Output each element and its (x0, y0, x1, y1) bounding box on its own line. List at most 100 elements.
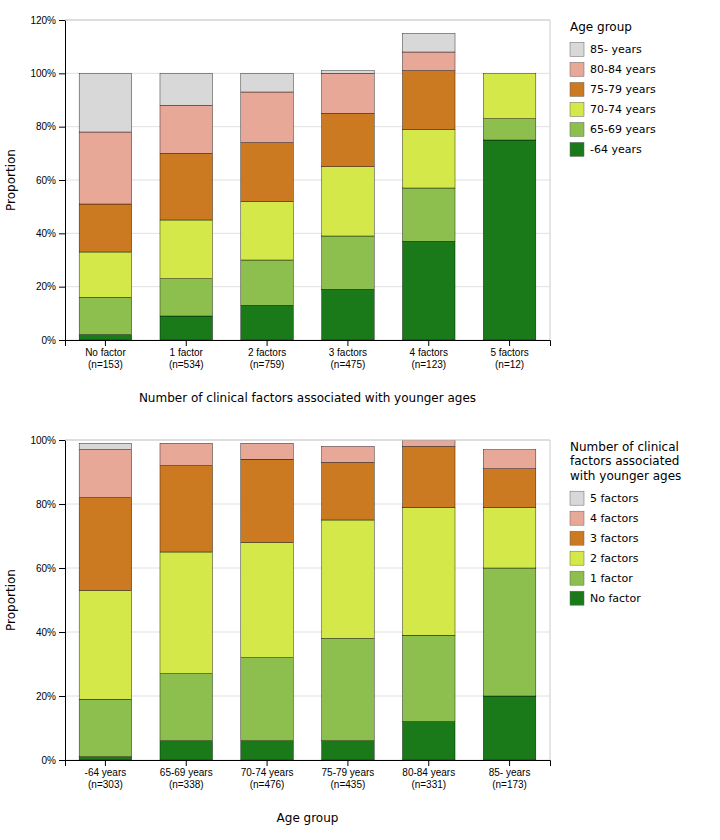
y-tick: 100% (30, 68, 65, 79)
legend-label: 85- years (590, 43, 642, 56)
x-tick: 1 factor(n=534) (169, 340, 204, 370)
bar-segment (322, 167, 375, 236)
series-0 (79, 696, 536, 760)
grid-line (65, 126, 550, 127)
x-tick-mark (186, 340, 187, 346)
legend-swatch (570, 122, 584, 136)
y-tick-label: 120% (30, 15, 56, 26)
legend-label: 1 factor (590, 572, 633, 585)
text-line: (n=475) (331, 359, 366, 370)
grid-line (65, 504, 550, 505)
bar-segment (402, 33, 455, 52)
x-tick-label: 1 factor(n=534) (169, 347, 204, 370)
y-axis-title: Proportion (4, 149, 18, 211)
text-line: (n=123) (411, 359, 446, 370)
text-line: No factor (85, 347, 126, 358)
legend: Number of clinicalfactors associatedwith… (570, 440, 681, 605)
text-line: 2 factors (248, 347, 286, 358)
bar-segment (79, 498, 132, 591)
chart-svg: No factor(n=153)1 factor(n=534)2 factors… (0, 0, 720, 840)
legend-item: 4 factors (570, 511, 639, 525)
x-tick: 4 factors(n=123) (410, 340, 448, 370)
legend-label: 70-74 years (590, 103, 656, 116)
series-2 (79, 507, 536, 699)
text-line: 85- years (489, 767, 531, 778)
bar-segment (322, 236, 375, 289)
text-line: 5 factors (490, 347, 528, 358)
bar-segment (160, 466, 213, 552)
bar-segment (160, 741, 213, 760)
bar-segment (79, 335, 132, 340)
text-line: (n=173) (492, 779, 527, 790)
y-tick-label: 100% (30, 68, 56, 79)
x-tick: 70-74 years(n=476) (241, 760, 294, 790)
y-tick-mark (59, 180, 65, 181)
x-tick-mark (186, 760, 187, 766)
y-tick-mark (59, 20, 65, 21)
legend-swatch (570, 82, 584, 96)
bar-segment (483, 73, 536, 74)
legend-item: 75-79 years (570, 82, 656, 96)
x-tick-label: 70-74 years(n=476) (241, 767, 294, 790)
legend-swatch (570, 142, 584, 156)
x-axis: -64 years(n=303)65-69 years(n=338)70-74 … (66, 760, 551, 790)
y-tick-mark (59, 504, 65, 505)
series-3 (79, 446, 536, 590)
y-tick: 40% (36, 228, 65, 239)
bar-segment (79, 132, 132, 204)
text-line: (n=534) (169, 359, 204, 370)
series-3 (79, 71, 455, 252)
text-line: 1 factor (170, 347, 204, 358)
x-tick-label: 5 factors(n=12) (490, 347, 528, 370)
x-tick: 85- years(n=173) (489, 760, 531, 790)
x-tick-label: 85- years(n=173) (489, 767, 531, 790)
x-tick-mark (509, 760, 510, 766)
legend-item: 2 factors (570, 551, 639, 565)
bar-segment (483, 449, 536, 450)
legend-label: 75-79 years (590, 83, 656, 96)
x-tick-mark (267, 760, 268, 766)
bar-segment (241, 658, 294, 741)
legend-item: 85- years (570, 42, 642, 56)
y-tick: 60% (36, 563, 65, 574)
text-line: 4 factors (410, 347, 448, 358)
legend-label: 2 factors (590, 552, 639, 565)
bar-segment (241, 143, 294, 202)
y-tick-mark (59, 440, 65, 441)
bar-segment (79, 252, 132, 297)
series-5 (79, 33, 455, 132)
bar-segment (241, 92, 294, 143)
y-tick: 80% (36, 121, 65, 132)
bar-segment (483, 568, 536, 696)
x-tick: 80-84 years(n=331) (402, 760, 455, 790)
bar-segment (322, 113, 375, 166)
y-tick-label: 60% (36, 563, 56, 574)
legend-swatch (570, 42, 584, 56)
bar-segment (160, 316, 213, 340)
x-tick: 3 factors(n=475) (329, 340, 367, 370)
series-1 (79, 568, 536, 757)
y-tick: 100% (30, 435, 65, 446)
x-tick-label: 4 factors(n=123) (410, 347, 448, 370)
x-tick-mark (347, 760, 348, 766)
y-tick-label: 60% (36, 175, 56, 186)
bar-segment (322, 462, 375, 520)
bar-segment (322, 520, 375, 638)
bar-segment (79, 297, 132, 334)
bar-segment (322, 446, 375, 447)
series-4 (79, 440, 536, 498)
bar-segment (402, 129, 455, 188)
grid-line (65, 286, 550, 287)
x-tick: 2 factors(n=759) (248, 340, 286, 370)
text-line: 65-69 years (160, 767, 213, 778)
legend-swatch (570, 102, 584, 116)
frame-line (65, 440, 550, 441)
bar-segment (483, 119, 536, 140)
bars (79, 33, 536, 340)
y-tick: 80% (36, 499, 65, 510)
bar-segment (402, 241, 455, 340)
legend-label: -64 years (590, 143, 642, 156)
bar-segment (402, 635, 455, 721)
legend-label: 3 factors (590, 532, 639, 545)
bar-segment (402, 722, 455, 760)
